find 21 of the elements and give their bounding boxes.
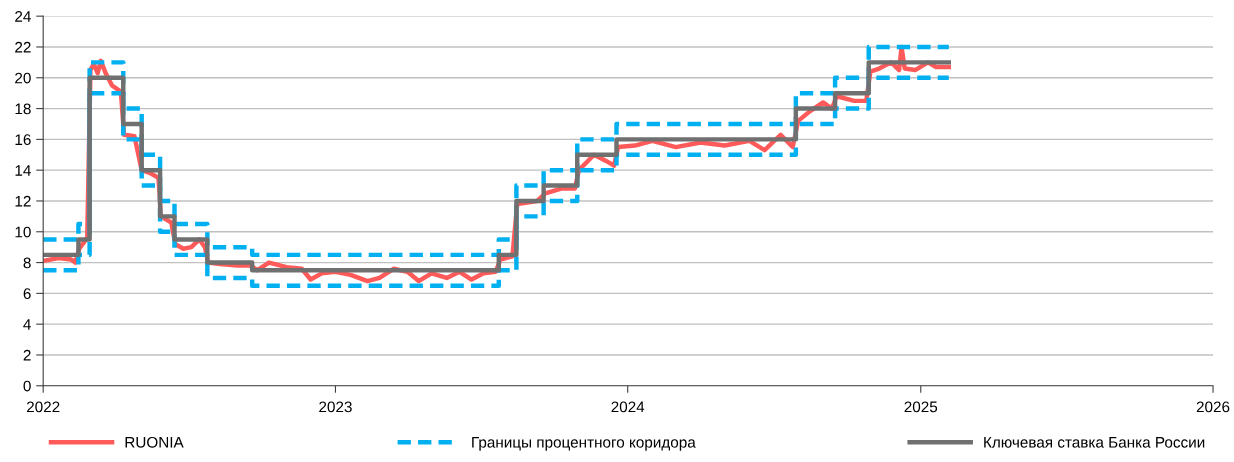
legend-label: RUONIA: [125, 436, 184, 448]
y-tick-label: 24: [15, 11, 31, 22]
y-tick-label: 10: [15, 226, 31, 238]
x-tick-label: 2022: [26, 401, 60, 413]
y-tick-label: 12: [15, 195, 31, 207]
y-tick-label: 0: [23, 380, 31, 392]
y-tick-label: 4: [23, 319, 31, 330]
x-tick-label: 2025: [904, 401, 938, 413]
legend-label: Границы процентного коридора: [472, 437, 696, 451]
y-tick-label: 16: [15, 134, 31, 146]
x-tick-label: 2024: [611, 401, 645, 413]
y-tick-label: 18: [15, 103, 31, 115]
y-tick-label: 2: [23, 349, 31, 361]
legend-label: Ключевая ставка Банка России: [984, 437, 1205, 448]
y-tick-label: 22: [15, 41, 31, 53]
y-tick-label: 14: [15, 165, 31, 176]
y-tick-label: 6: [23, 288, 31, 300]
y-tick-label: 8: [23, 257, 31, 269]
y-tick-label: 20: [15, 72, 31, 84]
x-tick-label: 2026: [1196, 401, 1230, 413]
x-tick-label: 2023: [319, 401, 352, 413]
